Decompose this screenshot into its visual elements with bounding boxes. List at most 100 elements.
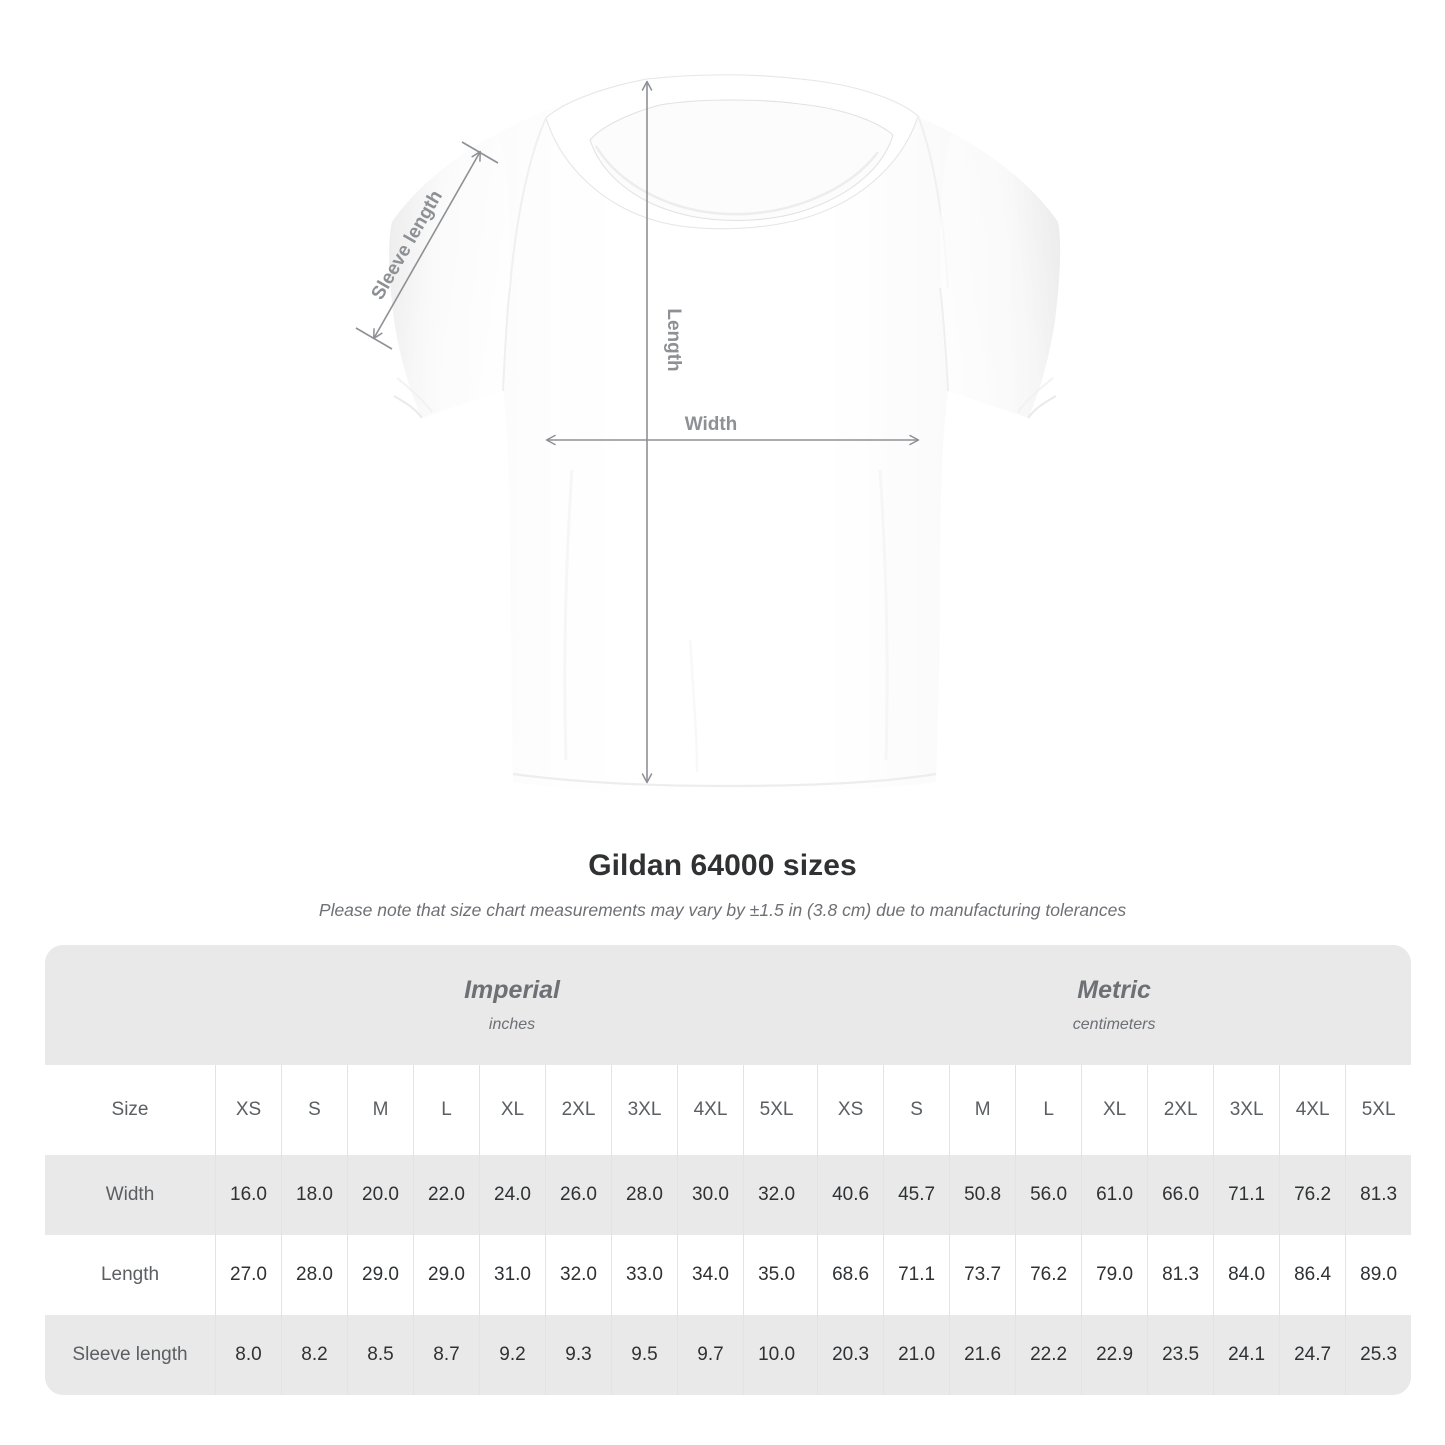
cell-sleeve-metric-xs: 20.3 — [817, 1315, 884, 1395]
cell-width-imperial-4xl: 30.0 — [677, 1155, 743, 1235]
unit-banner-gap — [809, 945, 818, 1065]
cell-sleeve-imperial-s: 8.2 — [281, 1315, 347, 1395]
cell-width-metric-4xl: 76.2 — [1279, 1155, 1346, 1235]
cell-length-imperial-3xl: 33.0 — [611, 1235, 677, 1315]
cell-length-imperial-s: 28.0 — [281, 1235, 347, 1315]
page-title: Gildan 64000 sizes — [588, 849, 857, 882]
row-label-width: Width — [45, 1155, 215, 1235]
cell-length-imperial-4xl: 34.0 — [677, 1235, 743, 1315]
sleeve-length-dimension — [355, 141, 499, 350]
section-gap — [809, 1155, 818, 1235]
cell-length-metric-s: 71.1 — [883, 1235, 950, 1315]
cell-sleeve-imperial-2xl: 9.3 — [545, 1315, 611, 1395]
size-header-metric-s: S — [883, 1065, 950, 1155]
section-gap — [809, 1065, 818, 1155]
cell-width-metric-s: 45.7 — [883, 1155, 950, 1235]
cell-length-metric-xl: 79.0 — [1081, 1235, 1148, 1315]
cell-length-imperial-xl: 31.0 — [479, 1235, 545, 1315]
cell-width-imperial-m: 20.0 — [347, 1155, 413, 1235]
size-header-row: Size XS S M L XL 2XL 3XL 4XL 5XL XS S M … — [45, 1065, 1412, 1155]
size-header-metric-4xl: 4XL — [1279, 1065, 1346, 1155]
size-header-metric-m: M — [949, 1065, 1016, 1155]
unit-imperial-name: Imperial — [464, 976, 560, 1004]
cell-width-imperial-xl: 24.0 — [479, 1155, 545, 1235]
cell-sleeve-imperial-xl: 9.2 — [479, 1315, 545, 1395]
cell-sleeve-imperial-4xl: 9.7 — [677, 1315, 743, 1395]
cell-sleeve-metric-5xl: 25.3 — [1345, 1315, 1412, 1395]
tolerance-note: Please note that size chart measurements… — [318, 900, 1127, 920]
cell-sleeve-metric-4xl: 24.7 — [1279, 1315, 1346, 1395]
cell-width-imperial-5xl: 32.0 — [743, 1155, 810, 1235]
cell-width-metric-2xl: 66.0 — [1147, 1155, 1214, 1235]
cell-length-imperial-xs: 27.0 — [215, 1235, 281, 1315]
cell-width-imperial-l: 22.0 — [413, 1155, 479, 1235]
table-row: Width 16.0 18.0 20.0 22.0 24.0 26.0 28.0… — [45, 1155, 1412, 1235]
section-gap — [809, 1315, 818, 1395]
cell-width-metric-m: 50.8 — [949, 1155, 1016, 1235]
chart-heading: Gildan 64000 sizes Please note that size… — [0, 845, 1445, 922]
cell-length-metric-4xl: 86.4 — [1279, 1235, 1346, 1315]
table-row: Sleeve length 8.0 8.2 8.5 8.7 9.2 9.3 9.… — [45, 1315, 1412, 1395]
row-label-sleeve-length: Sleeve length — [45, 1315, 215, 1395]
unit-metric-sub: centimeters — [1072, 1016, 1156, 1033]
size-header-imperial-l: L — [413, 1065, 479, 1155]
unit-banner-row: Imperial inches Metric centimeters — [45, 945, 1412, 1065]
cell-sleeve-imperial-m: 8.5 — [347, 1315, 413, 1395]
unit-banner-spacer — [45, 945, 215, 1065]
size-chart-table: Imperial inches Metric centimeters Size … — [45, 945, 1412, 1395]
cell-sleeve-imperial-3xl: 9.5 — [611, 1315, 677, 1395]
cell-sleeve-metric-s: 21.0 — [883, 1315, 950, 1395]
cell-width-metric-xl: 61.0 — [1081, 1155, 1148, 1235]
cell-sleeve-metric-xl: 22.9 — [1081, 1315, 1148, 1395]
cell-width-imperial-2xl: 26.0 — [545, 1155, 611, 1235]
cell-length-imperial-2xl: 32.0 — [545, 1235, 611, 1315]
row-label-length: Length — [45, 1235, 215, 1315]
cell-length-imperial-m: 29.0 — [347, 1235, 413, 1315]
size-header-metric-l: L — [1015, 1065, 1082, 1155]
cell-length-metric-l: 76.2 — [1015, 1235, 1082, 1315]
unit-group-metric: Metric centimeters — [817, 945, 1412, 1065]
cell-sleeve-imperial-xs: 8.0 — [215, 1315, 281, 1395]
cell-sleeve-imperial-l: 8.7 — [413, 1315, 479, 1395]
cell-width-imperial-s: 18.0 — [281, 1155, 347, 1235]
column-header-size: Size — [45, 1065, 215, 1155]
cell-length-metric-xs: 68.6 — [817, 1235, 884, 1315]
size-header-imperial-4xl: 4XL — [677, 1065, 743, 1155]
table-row: Length 27.0 28.0 29.0 29.0 31.0 32.0 33.… — [45, 1235, 1412, 1315]
size-header-metric-xs: XS — [817, 1065, 884, 1155]
size-header-imperial-xs: XS — [215, 1065, 281, 1155]
cell-sleeve-metric-m: 21.6 — [949, 1315, 1016, 1395]
cell-length-metric-m: 73.7 — [949, 1235, 1016, 1315]
tshirt-measurement-diagram: Sleeve length Length Width — [355, 74, 1061, 793]
size-header-metric-5xl: 5XL — [1345, 1065, 1412, 1155]
width-label: Width — [685, 414, 738, 435]
cell-sleeve-metric-3xl: 24.1 — [1213, 1315, 1280, 1395]
size-header-imperial-2xl: 2XL — [545, 1065, 611, 1155]
cell-sleeve-metric-l: 22.2 — [1015, 1315, 1082, 1395]
cell-length-metric-3xl: 84.0 — [1213, 1235, 1280, 1315]
unit-imperial-sub: inches — [488, 1016, 536, 1033]
unit-group-imperial: Imperial inches — [215, 945, 810, 1065]
length-label: Length — [663, 308, 684, 371]
cell-sleeve-imperial-5xl: 10.0 — [743, 1315, 810, 1395]
cell-width-metric-xs: 40.6 — [817, 1155, 884, 1235]
cell-width-imperial-3xl: 28.0 — [611, 1155, 677, 1235]
section-gap — [809, 1235, 818, 1315]
size-header-imperial-s: S — [281, 1065, 347, 1155]
cell-width-metric-3xl: 71.1 — [1213, 1155, 1280, 1235]
size-header-imperial-xl: XL — [479, 1065, 545, 1155]
cell-length-metric-2xl: 81.3 — [1147, 1235, 1214, 1315]
size-header-metric-2xl: 2XL — [1147, 1065, 1214, 1155]
size-header-metric-xl: XL — [1081, 1065, 1148, 1155]
cell-length-metric-5xl: 89.0 — [1345, 1235, 1412, 1315]
cell-width-metric-l: 56.0 — [1015, 1155, 1082, 1235]
cell-length-imperial-l: 29.0 — [413, 1235, 479, 1315]
cell-width-metric-5xl: 81.3 — [1345, 1155, 1412, 1235]
unit-metric-name: Metric — [1077, 976, 1151, 1004]
cell-sleeve-metric-2xl: 23.5 — [1147, 1315, 1214, 1395]
size-header-imperial-m: M — [347, 1065, 413, 1155]
cell-width-imperial-xs: 16.0 — [215, 1155, 281, 1235]
size-header-imperial-3xl: 3XL — [611, 1065, 677, 1155]
cell-length-imperial-5xl: 35.0 — [743, 1235, 810, 1315]
